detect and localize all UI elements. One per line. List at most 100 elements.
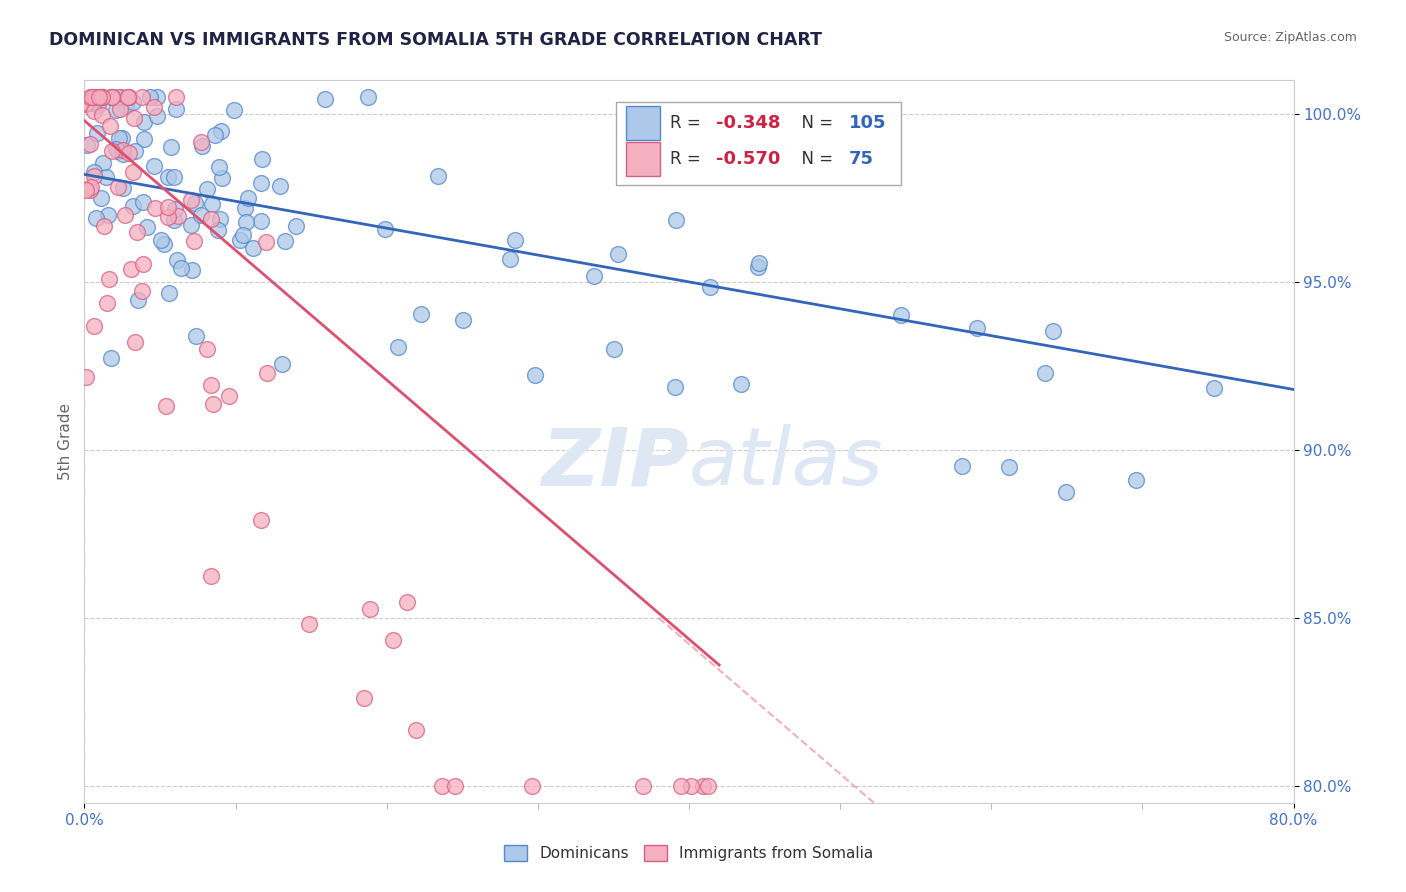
Point — [98, 119, 121, 133]
Point — [90, 191, 112, 205]
Text: 105: 105 — [849, 114, 886, 132]
Point — [890, 308, 912, 322]
Point — [503, 233, 526, 247]
Point — [631, 779, 654, 793]
Point — [170, 261, 193, 276]
Point — [105, 142, 128, 156]
Point — [166, 252, 188, 267]
Point — [139, 90, 162, 104]
Point — [152, 237, 174, 252]
Point — [747, 260, 769, 275]
FancyBboxPatch shape — [626, 105, 659, 140]
Point — [748, 256, 770, 270]
Point — [97, 208, 120, 222]
Point — [105, 103, 128, 118]
Point — [100, 90, 122, 104]
Point — [75, 96, 97, 111]
Point — [200, 378, 222, 392]
FancyBboxPatch shape — [616, 102, 901, 185]
Point — [236, 191, 259, 205]
Point — [156, 210, 179, 224]
Point — [242, 241, 264, 255]
Point — [180, 218, 202, 232]
Text: -0.348: -0.348 — [716, 114, 780, 132]
Point — [149, 233, 172, 247]
Point — [235, 215, 257, 229]
Point — [155, 399, 177, 413]
Point — [201, 397, 224, 411]
Point — [89, 90, 111, 104]
Text: R =: R = — [669, 114, 706, 132]
Point — [298, 617, 321, 632]
Point — [180, 263, 202, 277]
Point — [83, 169, 105, 184]
Point — [381, 633, 404, 648]
Point — [134, 132, 156, 146]
Point — [427, 169, 450, 183]
Point — [374, 222, 396, 236]
Point — [229, 233, 252, 247]
Point — [91, 90, 114, 104]
Point — [111, 181, 134, 195]
Point — [353, 690, 375, 705]
Point — [75, 369, 97, 384]
Point — [218, 389, 240, 403]
Point — [114, 208, 136, 222]
Point — [107, 90, 129, 104]
Point — [80, 95, 103, 110]
Point — [200, 211, 222, 226]
Point — [91, 90, 114, 104]
Point — [950, 458, 973, 473]
Point — [167, 209, 190, 223]
Point — [121, 95, 143, 109]
Point — [430, 779, 453, 793]
Point — [250, 176, 273, 190]
Point — [269, 179, 291, 194]
Point — [117, 90, 139, 104]
Point — [357, 90, 380, 104]
Point — [256, 366, 278, 380]
Point — [107, 144, 129, 158]
Text: N =: N = — [790, 114, 838, 132]
Point — [107, 180, 129, 194]
Point — [83, 165, 105, 179]
Text: R =: R = — [669, 150, 706, 168]
Point — [411, 307, 433, 321]
Point — [499, 252, 522, 266]
Point — [395, 594, 418, 608]
Point — [156, 200, 179, 214]
Point — [163, 212, 186, 227]
Point — [91, 155, 114, 169]
Point — [209, 124, 232, 138]
Point — [146, 109, 169, 123]
Text: -0.570: -0.570 — [716, 150, 780, 168]
Point — [100, 351, 122, 365]
Point — [91, 108, 114, 122]
Point — [122, 164, 145, 178]
Text: N =: N = — [790, 150, 838, 168]
Point — [90, 90, 112, 104]
Point — [252, 153, 274, 167]
Point — [117, 90, 139, 104]
Point — [110, 90, 132, 104]
Point — [200, 569, 222, 583]
Point — [127, 225, 149, 239]
Point — [76, 138, 98, 153]
Point — [285, 219, 308, 233]
Point — [122, 111, 145, 125]
Point — [664, 380, 686, 394]
Point — [83, 318, 105, 333]
Point — [127, 293, 149, 308]
Point — [132, 257, 155, 271]
Point — [79, 183, 101, 197]
Point — [101, 90, 124, 104]
Point — [101, 90, 124, 104]
Point — [250, 513, 273, 527]
Text: 75: 75 — [849, 150, 873, 168]
Point — [83, 103, 105, 118]
Point — [204, 128, 226, 143]
Point — [111, 147, 134, 161]
Point — [1125, 473, 1147, 487]
Point — [232, 227, 254, 242]
Point — [208, 212, 231, 227]
